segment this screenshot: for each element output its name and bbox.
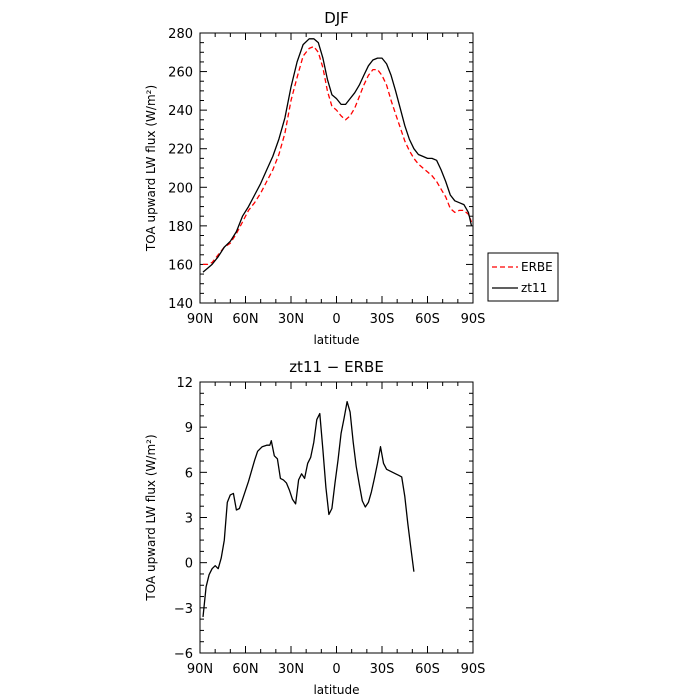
- series-line-difference: [202, 400, 415, 617]
- x-tick-label: 60N: [232, 312, 258, 327]
- legend-label-erbe: ERBE: [521, 260, 553, 274]
- chart-difference: zt11 − ERBE 90N 60N 30N 0 30S 60S 90S −6 −3 0 3 6 9 12…: [144, 358, 485, 697]
- y-tick-label: 180: [168, 220, 193, 235]
- x-tick-label: 30N: [278, 662, 304, 677]
- x-axis-label: latitude: [313, 333, 359, 347]
- y-tick-label: 260: [168, 66, 193, 81]
- y-tick-label: 160: [168, 258, 193, 273]
- y-axis-label: TOA upward LW flux (W/m²): [144, 434, 158, 601]
- y-tick-label: 0: [185, 557, 193, 572]
- x-tick-label: 0: [332, 312, 340, 327]
- series-line-zt11: [202, 38, 473, 273]
- chart-title: DJF: [324, 9, 349, 27]
- legend-box: [487, 252, 559, 302]
- x-tick-label: 60S: [415, 312, 440, 327]
- x-tick-label: 30N: [278, 312, 304, 327]
- series-line-erbe: [203, 45, 473, 266]
- y-tick-label: 240: [168, 104, 193, 119]
- plot-frame: [199, 381, 474, 654]
- chart-djf: DJF 90N 60N 30N 0 30S 60S 90S 140 160 180 200 220 240…: [144, 9, 485, 347]
- x-tick-label: 60S: [415, 662, 440, 677]
- y-tick-label: 220: [168, 143, 193, 158]
- legend-label-zt11: zt11: [521, 281, 547, 295]
- y-tick-label: −6: [174, 647, 193, 662]
- y-tick-label: 9: [185, 421, 193, 436]
- y-tick-label: 3: [185, 512, 193, 527]
- x-tick-label: 90S: [461, 312, 486, 327]
- x-tick-label: 0: [332, 662, 340, 677]
- y-tick-label: 12: [176, 376, 193, 391]
- x-tick-label: 90S: [461, 662, 486, 677]
- y-tick-label: 280: [168, 27, 193, 42]
- plot-frame: [199, 32, 474, 304]
- y-tick-label: 6: [185, 466, 193, 481]
- x-tick-label: 30S: [370, 312, 395, 327]
- y-tick-label: 140: [168, 297, 193, 312]
- x-tick-label: 60N: [232, 662, 258, 677]
- chart-title: zt11 − ERBE: [289, 358, 384, 376]
- x-tick-label: 90N: [187, 312, 213, 327]
- y-tick-label: 200: [168, 181, 193, 196]
- y-axis-label: TOA upward LW flux (W/m²): [144, 85, 158, 252]
- legend: ERBE zt11: [487, 252, 559, 302]
- x-tick-label: 90N: [187, 662, 213, 677]
- x-tick-label: 30S: [370, 662, 395, 677]
- y-tick-label: −3: [174, 602, 193, 617]
- x-axis-label: latitude: [313, 683, 359, 697]
